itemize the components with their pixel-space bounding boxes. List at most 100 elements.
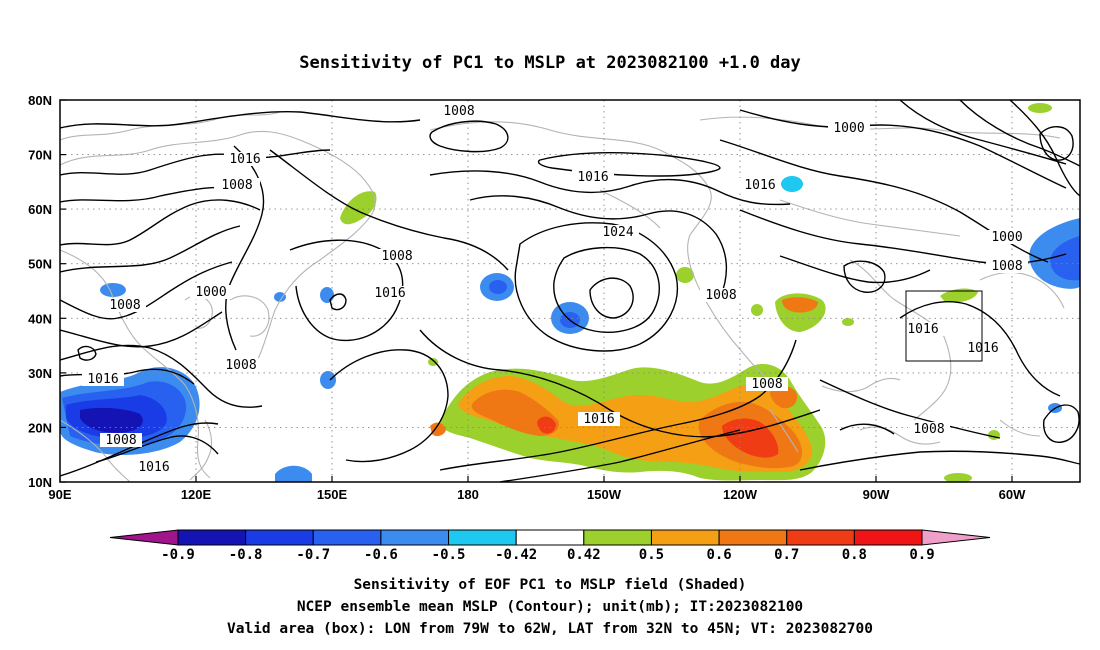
contour-label-group: 1008: [438, 104, 480, 119]
shade-pos-region: [782, 297, 818, 313]
shade-pos-region: [842, 318, 854, 326]
colorbar-swatch: [853, 529, 923, 546]
contour-label: 1008: [105, 433, 136, 448]
shade-neg-region: [274, 292, 286, 302]
lon-label: 120E: [181, 487, 212, 502]
colorbar-tick-label: 0.5: [639, 547, 664, 563]
shade-pos-region: [537, 416, 556, 434]
shade-pos-region: [722, 418, 779, 458]
coastlines: [60, 111, 1065, 482]
contour-label: 1000: [195, 285, 226, 300]
colorbar-tick-label: 0.8: [842, 547, 867, 563]
contour-label: 1008: [913, 422, 944, 437]
lon-label: 90W: [863, 487, 890, 502]
colorbar-swatch: [177, 529, 247, 546]
lat-label: 10N: [28, 475, 52, 490]
shade-pos-region: [944, 473, 972, 482]
contour-label: 1016: [907, 322, 938, 337]
colorbar-tick-label: 0.7: [774, 547, 799, 563]
contour-label: 1016: [583, 412, 614, 427]
shade-pos-region: [340, 191, 377, 225]
shade-pos-region: [430, 422, 446, 437]
contour-label: 1008: [381, 249, 412, 264]
colorbar-min-arrow: [109, 529, 179, 546]
colorbar-tick-label: -0.6: [364, 547, 398, 563]
lat-label: 50N: [28, 257, 52, 272]
contour-label: 1016: [87, 372, 118, 387]
contour-label: 1016: [229, 152, 260, 167]
contour-label: 1024: [602, 225, 633, 240]
colorbar-swatch: [515, 529, 585, 546]
lat-label: 80N: [28, 93, 52, 108]
shade-neg-region: [320, 287, 334, 303]
shade-neg-region: [100, 283, 126, 297]
contour-label: 1008: [751, 377, 782, 392]
longitude-labels: 90E 120E 150E 180 150W 120W 90W 60W: [48, 487, 1026, 502]
shade-pos-region: [988, 430, 1000, 440]
contour-label: 1000: [991, 230, 1022, 245]
colorbar-swatch: [380, 529, 450, 546]
axis-ticks: [59, 99, 1013, 483]
valid-area-box: [905, 290, 983, 362]
lon-label: 180: [457, 487, 479, 502]
lon-label: 60W: [999, 487, 1026, 502]
map-panel: 1008 1016 1008 1000 1008 1008 1016 1016 …: [60, 100, 1080, 482]
lon-label: 150E: [317, 487, 348, 502]
lat-label: 40N: [28, 311, 52, 326]
shade-pos-region: [1028, 103, 1052, 113]
colorbar-swatch: [245, 529, 314, 546]
colorbar-tick-label: -0.8: [229, 547, 263, 563]
lat-label: 60N: [28, 202, 52, 217]
shade-pos-region: [751, 304, 763, 316]
lon-label: 120W: [723, 487, 758, 502]
contour-label: 1008: [443, 104, 474, 119]
lat-label: 70N: [28, 148, 52, 163]
latitude-labels: 80N 70N 60N 50N 40N 30N 20N 10N: [28, 93, 52, 490]
shade-pos-region: [770, 386, 798, 409]
shade-pos-region: [471, 389, 559, 436]
contour-label: 1008: [705, 288, 736, 303]
figure-title: Sensitivity of PC1 to MSLP at 2023082100…: [299, 53, 801, 73]
lon-label: 150W: [587, 487, 622, 502]
caption-line: Valid area (box): LON from 79W to 62W, L…: [227, 621, 873, 637]
colorbar-tick-label: -0.5: [432, 547, 466, 563]
contour-label: 1008: [991, 259, 1022, 274]
lon-label: 90E: [48, 487, 71, 502]
shade-neg-region: [80, 407, 143, 433]
lat-label: 30N: [28, 366, 52, 381]
shade-neg-region: [489, 280, 507, 294]
contour-label: 1016: [967, 341, 998, 356]
caption-line: NCEP ensemble mean MSLP (Contour); unit(…: [297, 599, 803, 615]
contour-label: 1016: [138, 460, 169, 475]
shade-pos-region: [428, 358, 438, 366]
map-border: [59, 99, 1081, 483]
colorbar-swatch: [650, 529, 720, 546]
contour-label: 1000: [833, 121, 864, 136]
contour-label: 1008: [221, 178, 252, 193]
contour-label: 1016: [374, 286, 405, 301]
contour-label: 1008: [109, 298, 140, 313]
shade-pos-region: [676, 267, 694, 283]
contour-labels: 1008 1016 1008 1000 1008 1008 1016 1016 …: [82, 104, 1028, 475]
colorbar-swatch: [448, 529, 517, 546]
colorbar-tick-label: -0.7: [296, 547, 330, 563]
colorbar-tick-label: -0.9: [161, 547, 195, 563]
lat-label: 20N: [28, 420, 52, 435]
shade-neg-region: [781, 176, 803, 192]
contour-label: 1016: [744, 178, 775, 193]
colorbar-tick-label: 0.9: [909, 547, 934, 563]
colorbar-swatch: [786, 529, 855, 546]
colorbar-max-arrow: [921, 529, 991, 546]
shade-neg-region: [320, 371, 336, 389]
shade-pos-region: [940, 288, 978, 303]
contour-label: 1016: [577, 170, 608, 185]
colorbar-swatch: [583, 529, 652, 546]
shade-neg-region: [275, 465, 312, 482]
colorbar-swatch: [718, 529, 788, 546]
contour-label: 1008: [225, 358, 256, 373]
shade-neg-region: [1050, 236, 1080, 281]
caption-line: Sensitivity of EOF PC1 to MSLP field (Sh…: [354, 577, 747, 593]
colorbar-tick-label: -0.42: [495, 547, 537, 563]
